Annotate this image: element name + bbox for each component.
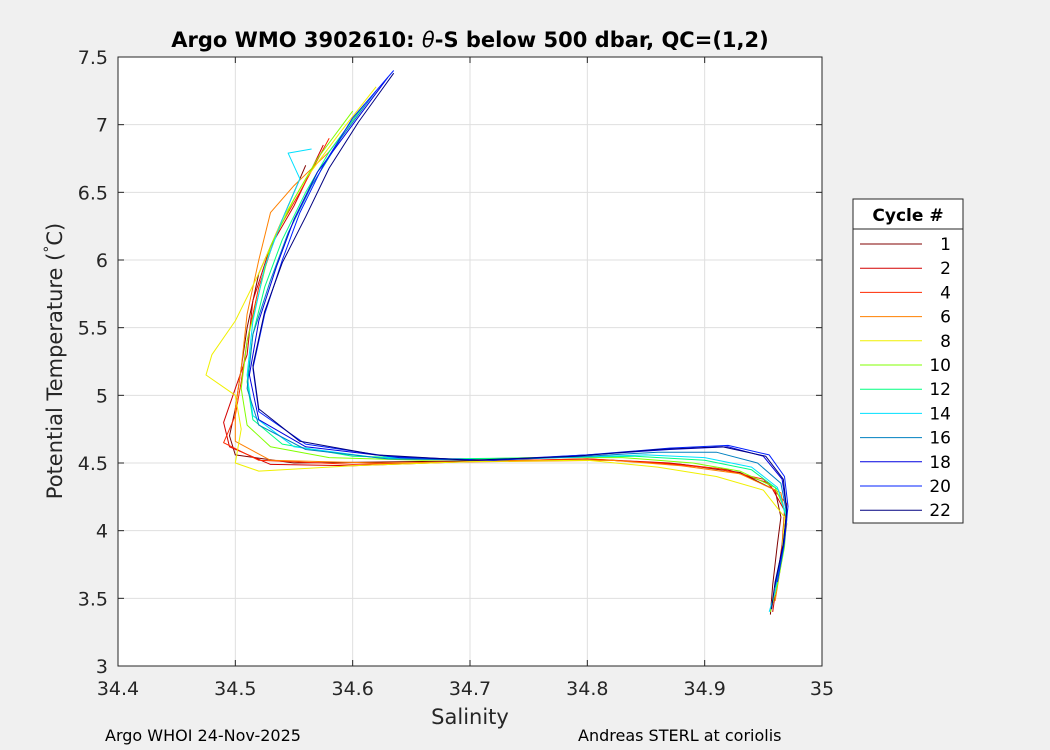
x-tick-label: 34.6 — [332, 678, 374, 700]
legend-label-cycle-16: 16 — [929, 429, 951, 449]
y-tick-label: 6.5 — [78, 182, 108, 204]
series-line-cycle-1 — [229, 165, 782, 615]
x-tick-label: 34.8 — [566, 678, 608, 700]
x-tick-label: 34.9 — [684, 678, 726, 700]
x-tick-label: 34.5 — [214, 678, 256, 700]
data-lines — [205, 70, 789, 615]
y-axis-label: Potential Temperature (°C) — [42, 223, 67, 499]
series-line-cycle-18 — [248, 77, 788, 585]
series-line-cycle-20 — [252, 70, 789, 583]
legend-label-cycle-14: 14 — [929, 404, 951, 424]
legend-label-cycle-2: 2 — [940, 259, 951, 279]
y-tick-label: 5 — [96, 385, 108, 407]
ticks — [117, 56, 823, 667]
y-tick-label: 4.5 — [78, 453, 108, 475]
y-tick-label: 7.5 — [78, 47, 108, 69]
x-tick-labels: 34.4 34.5 34.6 34.7 34.8 34.9 35 — [97, 678, 834, 700]
legend-label-cycle-12: 12 — [929, 380, 951, 400]
y-tick-label: 6 — [96, 250, 108, 272]
y-tick-label: 5.5 — [78, 318, 108, 340]
series-line-cycle-22 — [252, 72, 788, 610]
legend-label-cycle-22: 22 — [929, 501, 951, 521]
legend-box — [852, 198, 964, 524]
legend-label-cycle-10: 10 — [929, 356, 951, 376]
series-line-cycle-6 — [234, 104, 788, 602]
x-tick-label: 34.4 — [97, 678, 139, 700]
y-tick-label: 7 — [96, 115, 108, 137]
series-line-cycle-16 — [246, 90, 788, 588]
y-tick-labels: 3 3.5 4 4.5 5 5.5 6 6.5 7 7.5 — [78, 47, 108, 678]
legend-label-cycle-4: 4 — [940, 283, 951, 303]
x-axis-label: Salinity — [431, 705, 509, 729]
y-tick-label: 3.5 — [78, 588, 108, 610]
y-tick-label: 4 — [96, 521, 108, 543]
legend-label-cycle-18: 18 — [929, 453, 951, 473]
footer-right: Andreas STERL at coriolis — [578, 726, 781, 745]
chart-title: Argo WMO 3902610: θ-S below 500 dbar, QC… — [171, 28, 768, 52]
x-tick-label: 34.7 — [449, 678, 491, 700]
series-line-cycle-4 — [223, 137, 788, 610]
footer-left: Argo WHOI 24-Nov-2025 — [105, 726, 301, 745]
y-tick-label: 3 — [96, 656, 108, 678]
x-tick-label: 35 — [810, 678, 834, 700]
legend-label-cycle-20: 20 — [929, 477, 951, 497]
legend-label-cycle-8: 8 — [940, 332, 951, 352]
legend-label-cycle-6: 6 — [940, 308, 951, 328]
legend-label-cycle-1: 1 — [940, 235, 951, 255]
legend-title: Cycle # — [872, 206, 943, 226]
